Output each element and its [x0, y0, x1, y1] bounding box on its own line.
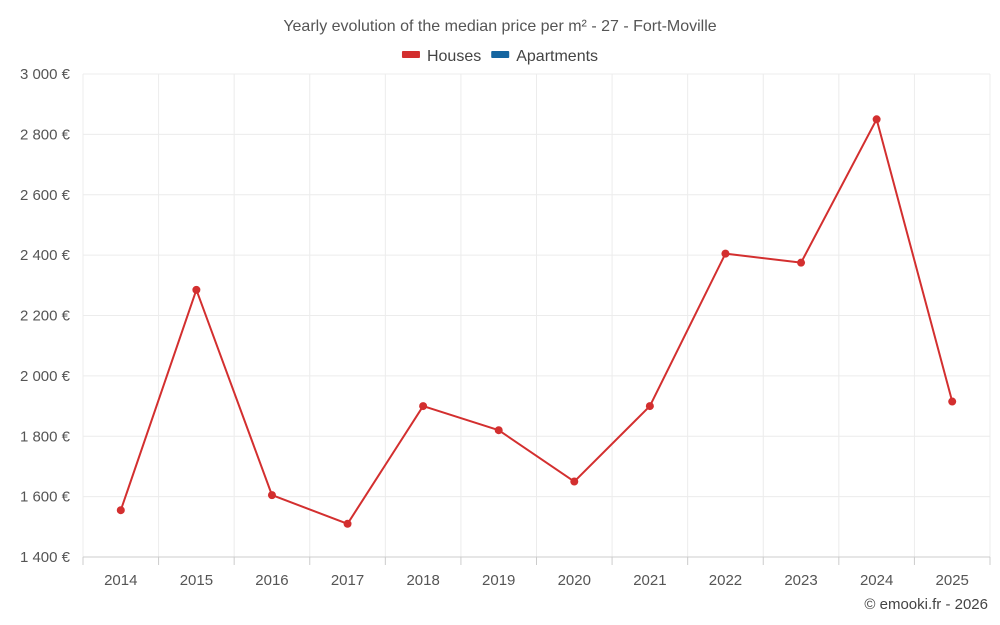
legend-item-houses[interactable]: Houses [401, 48, 481, 65]
x-axis: 2014 2015 2016 2017 2018 2019 2020 2021 2022 2023… [82, 556, 991, 589]
data-point[interactable] [872, 115, 881, 124]
y-tick-label: 2 600 € [20, 187, 71, 204]
grid [82, 73, 991, 557]
x-tick-label: 2023 [784, 572, 817, 589]
x-tick-label: 2024 [860, 572, 893, 589]
x-tick-label: 2022 [709, 572, 742, 589]
legend-label: Houses [427, 48, 481, 65]
data-point[interactable] [797, 258, 806, 267]
data-point[interactable] [721, 249, 730, 258]
y-tick-label: 2 200 € [20, 308, 71, 325]
data-point[interactable] [419, 402, 428, 411]
legend-swatch [401, 51, 420, 58]
chart-title: Yearly evolution of the median price per… [283, 18, 716, 35]
x-tick-label: 2014 [104, 572, 137, 589]
legend-swatch [491, 51, 510, 58]
data-point[interactable] [570, 477, 579, 486]
x-tick-label: 2016 [255, 572, 288, 589]
x-tick-label: 2025 [936, 572, 969, 589]
legend-label: Apartments [516, 48, 598, 65]
series-layer [116, 115, 957, 528]
credit-text: © emooki.fr - 2026 [864, 596, 988, 613]
data-point[interactable] [645, 402, 654, 411]
y-tick-label: 3 000 € [20, 66, 71, 83]
legend-item-apartments[interactable]: Apartments [491, 48, 598, 65]
x-tick-label: 2019 [482, 572, 515, 589]
series-line-houses [119, 118, 954, 525]
data-point[interactable] [267, 491, 276, 500]
data-point[interactable] [343, 519, 352, 528]
y-tick-label: 2 400 € [20, 247, 71, 264]
data-point[interactable] [192, 285, 201, 294]
y-tick-label: 1 600 € [20, 489, 71, 506]
y-tick-label: 2 000 € [20, 368, 71, 385]
x-tick-label: 2020 [558, 572, 591, 589]
data-point[interactable] [116, 506, 125, 515]
x-tick-label: 2017 [331, 572, 364, 589]
x-tick-label: 2021 [633, 572, 666, 589]
y-tick-label: 1 800 € [20, 428, 71, 445]
y-tick-label: 2 800 € [20, 126, 71, 143]
data-point[interactable] [494, 426, 503, 435]
x-tick-label: 2015 [180, 572, 213, 589]
y-tick-label: 1 400 € [20, 549, 71, 566]
data-point[interactable] [948, 397, 957, 406]
x-tick-label: 2018 [406, 572, 439, 589]
legend: Houses Apartments [401, 48, 598, 65]
y-axis: 1 400 € 1 600 € 1 800 € 2 000 € 2 200 € 2 400… [20, 66, 71, 566]
